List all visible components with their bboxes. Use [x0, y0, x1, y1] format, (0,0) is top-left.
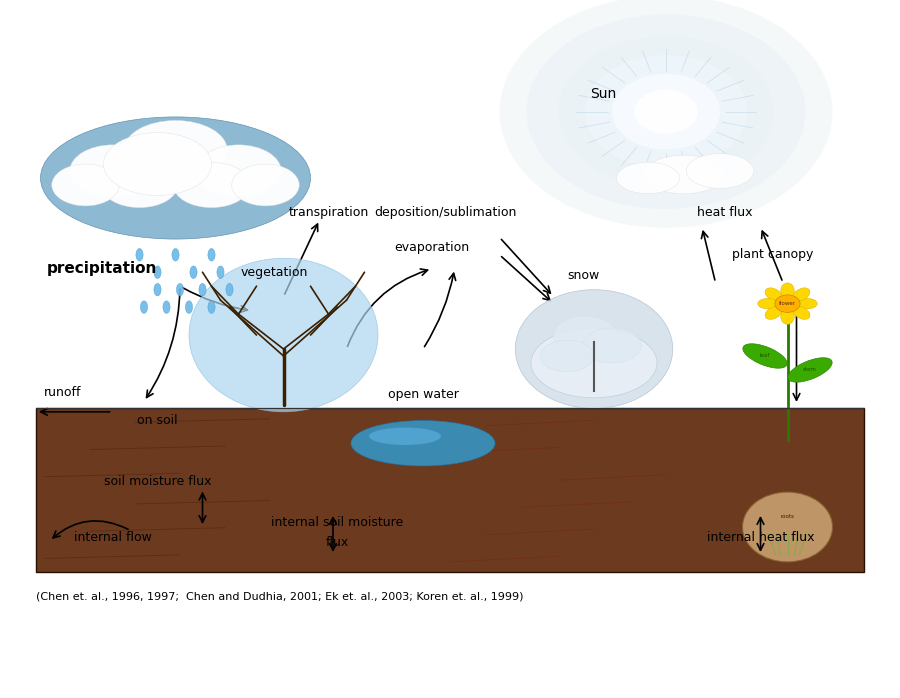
Text: snow: snow — [567, 269, 599, 282]
Ellipse shape — [232, 164, 300, 206]
Ellipse shape — [351, 420, 495, 466]
Ellipse shape — [788, 357, 832, 383]
Ellipse shape — [775, 295, 800, 313]
Ellipse shape — [189, 258, 378, 412]
Ellipse shape — [154, 266, 161, 279]
Ellipse shape — [199, 283, 206, 296]
Ellipse shape — [136, 248, 143, 261]
Ellipse shape — [797, 299, 817, 309]
Ellipse shape — [217, 266, 224, 279]
Ellipse shape — [742, 343, 788, 369]
Text: evaporation: evaporation — [394, 242, 470, 254]
Text: heat flux: heat flux — [697, 207, 752, 219]
Text: vegetation: vegetation — [241, 266, 308, 279]
Text: transpiration: transpiration — [288, 207, 369, 219]
Ellipse shape — [585, 55, 747, 168]
Ellipse shape — [765, 306, 782, 320]
Ellipse shape — [781, 309, 794, 325]
Text: flower: flower — [779, 301, 796, 306]
Ellipse shape — [226, 283, 233, 296]
Ellipse shape — [104, 133, 212, 195]
Text: stem: stem — [803, 367, 817, 373]
Text: runoff: runoff — [44, 387, 82, 399]
Text: internal soil moisture: internal soil moisture — [272, 516, 403, 528]
Ellipse shape — [558, 36, 774, 187]
Ellipse shape — [208, 248, 215, 261]
Ellipse shape — [101, 163, 178, 208]
Ellipse shape — [616, 162, 680, 193]
Ellipse shape — [531, 328, 657, 398]
Ellipse shape — [526, 15, 806, 209]
Text: internal heat flux: internal heat flux — [706, 531, 814, 544]
Ellipse shape — [781, 283, 794, 298]
Text: leaf: leaf — [760, 353, 770, 359]
Ellipse shape — [583, 328, 641, 363]
Text: deposition/sublimation: deposition/sublimation — [374, 207, 517, 219]
Ellipse shape — [686, 154, 754, 188]
Text: flux: flux — [326, 536, 349, 549]
Ellipse shape — [369, 427, 441, 445]
Text: plant canopy: plant canopy — [732, 248, 813, 261]
Ellipse shape — [154, 283, 161, 296]
Ellipse shape — [176, 283, 184, 296]
Text: soil moisture flux: soil moisture flux — [104, 475, 212, 488]
Ellipse shape — [765, 288, 782, 301]
Ellipse shape — [742, 492, 833, 562]
Ellipse shape — [140, 301, 148, 313]
Text: roots: roots — [780, 514, 795, 519]
Ellipse shape — [172, 248, 179, 261]
Ellipse shape — [70, 145, 155, 197]
Text: on soil: on soil — [137, 415, 178, 427]
Ellipse shape — [612, 74, 720, 149]
Ellipse shape — [758, 299, 778, 309]
Bar — [36, 408, 864, 572]
Ellipse shape — [793, 288, 810, 301]
Ellipse shape — [52, 164, 119, 206]
Ellipse shape — [185, 301, 193, 313]
Text: open water: open water — [388, 388, 458, 401]
Ellipse shape — [190, 266, 197, 279]
Ellipse shape — [500, 0, 832, 228]
Ellipse shape — [644, 155, 725, 193]
Text: precipitation: precipitation — [47, 261, 158, 276]
Ellipse shape — [793, 306, 810, 320]
Ellipse shape — [196, 145, 281, 197]
Text: (Chen et. al., 1996, 1997;  Chen and Dudhia, 2001; Ek et. al., 2003; Koren et. a: (Chen et. al., 1996, 1997; Chen and Dudh… — [36, 592, 524, 602]
Ellipse shape — [634, 90, 698, 134]
Ellipse shape — [40, 117, 310, 239]
Ellipse shape — [554, 315, 616, 354]
Ellipse shape — [124, 120, 227, 179]
Text: internal flow: internal flow — [74, 531, 151, 544]
Ellipse shape — [515, 290, 673, 408]
Ellipse shape — [540, 341, 594, 371]
Ellipse shape — [163, 301, 170, 313]
Ellipse shape — [208, 301, 215, 313]
Ellipse shape — [173, 163, 250, 208]
Text: Sun: Sun — [590, 87, 616, 101]
